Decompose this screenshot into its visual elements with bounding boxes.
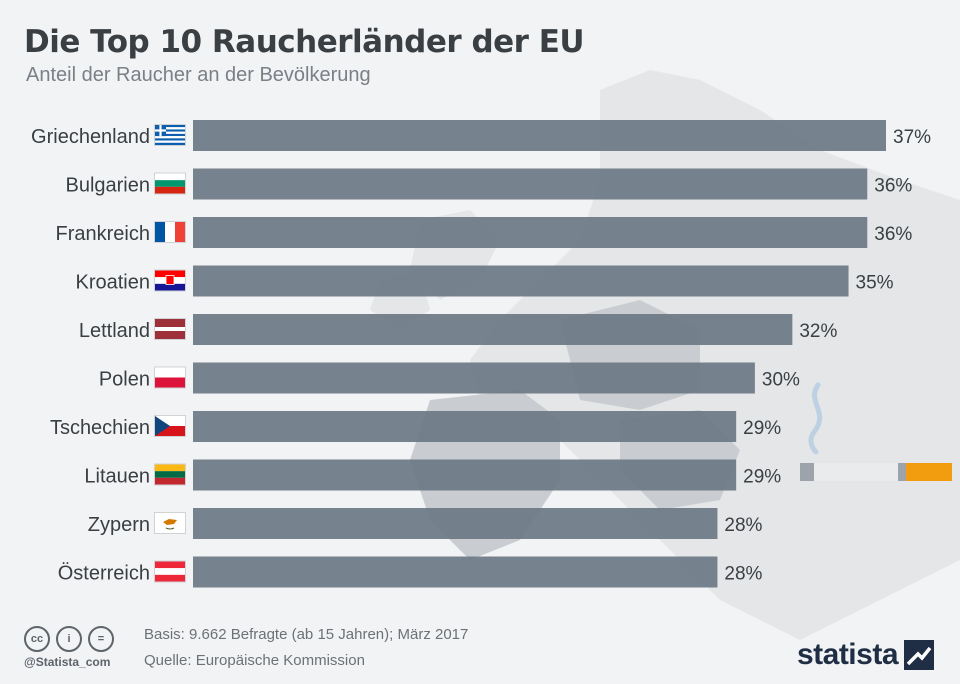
category-label: Tschechien	[50, 417, 150, 439]
category-label: Österreich	[58, 563, 150, 585]
latvia-flag-icon	[154, 318, 186, 340]
bar	[193, 265, 849, 297]
lithuania-flag-icon	[154, 463, 186, 486]
cyprus-flag-icon	[154, 512, 186, 534]
category-label: Kroatien	[76, 272, 151, 294]
data-label: 35%	[856, 273, 894, 294]
bar	[193, 314, 793, 345]
bar	[193, 168, 868, 200]
france-flag-icon	[154, 221, 186, 243]
cigarette-icon	[800, 382, 952, 481]
statista-handle[interactable]: @Statista_com	[24, 655, 111, 669]
bar	[193, 556, 718, 588]
category-label: Lettland	[79, 320, 150, 342]
basis-note: Basis: 9.662 Befragte (ab 15 Jahren); Mä…	[144, 626, 469, 643]
category-label: Polen	[99, 369, 150, 391]
chart-title: Die Top 10 Raucherländer der EU	[24, 24, 585, 60]
bar	[193, 217, 868, 248]
chart-subtitle: Anteil der Raucher an der Bevölkerung	[26, 64, 371, 86]
by-icon[interactable]: i	[56, 626, 82, 652]
poland-flag-icon	[154, 366, 186, 389]
data-label: 32%	[799, 321, 837, 342]
category-label: Frankreich	[56, 223, 150, 245]
bar	[193, 362, 755, 394]
category-label: Litauen	[84, 466, 150, 488]
category-label: Zypern	[88, 514, 150, 536]
bar	[193, 508, 718, 539]
statista-mark-icon	[904, 640, 934, 670]
data-label: 29%	[743, 467, 781, 488]
cc-icon[interactable]: cc	[24, 626, 50, 652]
bulgaria-flag-icon	[154, 172, 186, 195]
statista-logo[interactable]: statista	[797, 638, 934, 672]
data-label: 30%	[762, 370, 800, 391]
category-label: Bulgarien	[65, 175, 150, 197]
data-label: 29%	[743, 418, 781, 439]
croatia-flag-icon	[154, 269, 186, 292]
data-label: 36%	[874, 176, 912, 197]
bar	[193, 411, 737, 442]
brand-name: statista	[796, 638, 899, 671]
data-label: 28%	[724, 515, 762, 536]
bar	[193, 120, 886, 151]
czechia-flag-icon	[154, 415, 186, 437]
source-note: Quelle: Europäische Kommission	[144, 652, 365, 669]
data-label: 36%	[874, 224, 912, 245]
bar	[193, 459, 737, 491]
greece-flag-icon	[154, 124, 186, 146]
nd-icon[interactable]: =	[88, 626, 114, 652]
austria-flag-icon	[154, 560, 186, 583]
data-label: 28%	[724, 564, 762, 585]
category-label: Griechenland	[31, 126, 150, 148]
license-icons: cc i =	[24, 626, 114, 652]
data-label: 37%	[893, 127, 931, 148]
